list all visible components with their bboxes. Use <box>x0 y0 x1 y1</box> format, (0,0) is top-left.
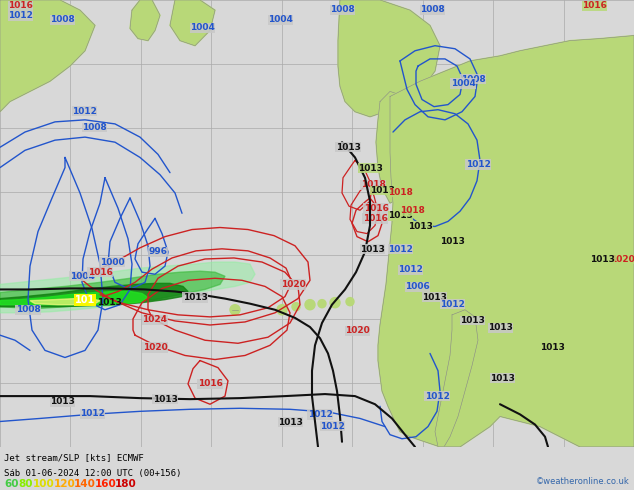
Polygon shape <box>30 298 100 305</box>
Text: Jet stream/SLP [kts] ECMWF: Jet stream/SLP [kts] ECMWF <box>4 453 144 463</box>
Text: 1020: 1020 <box>345 326 370 335</box>
Text: 120: 120 <box>54 479 75 489</box>
Text: 1013: 1013 <box>278 417 303 426</box>
Text: 1012: 1012 <box>465 160 491 169</box>
Text: 1008: 1008 <box>50 15 75 24</box>
Text: 1013: 1013 <box>335 143 361 152</box>
Text: 1008: 1008 <box>420 5 444 14</box>
Text: 1013: 1013 <box>488 323 513 332</box>
Text: 996: 996 <box>148 247 167 256</box>
Text: 1000: 1000 <box>100 258 124 267</box>
Polygon shape <box>376 92 420 203</box>
Polygon shape <box>338 0 440 117</box>
Text: 1012: 1012 <box>307 410 332 419</box>
Text: 160: 160 <box>94 479 116 489</box>
Text: ©weatheronline.co.uk: ©weatheronline.co.uk <box>536 477 630 487</box>
Text: 1013: 1013 <box>422 293 447 302</box>
Text: 1012: 1012 <box>398 265 423 274</box>
Text: 1004: 1004 <box>268 15 293 24</box>
Text: 1013: 1013 <box>183 293 207 302</box>
Text: 1016: 1016 <box>8 1 33 10</box>
Text: 1012: 1012 <box>8 11 33 20</box>
Text: 1008: 1008 <box>330 5 355 14</box>
Text: 1013: 1013 <box>408 221 433 230</box>
Polygon shape <box>0 271 225 309</box>
Text: 1013: 1013 <box>50 397 75 406</box>
Text: 1012: 1012 <box>388 245 413 254</box>
Text: 1004: 1004 <box>70 272 94 281</box>
Circle shape <box>305 299 315 310</box>
Text: 1020: 1020 <box>281 280 306 289</box>
Polygon shape <box>0 283 188 307</box>
Text: 1013: 1013 <box>370 186 395 195</box>
Text: 1013: 1013 <box>460 316 485 325</box>
Text: 1004: 1004 <box>190 24 215 32</box>
Text: 1012: 1012 <box>440 300 465 309</box>
Polygon shape <box>435 310 478 447</box>
Circle shape <box>318 299 326 308</box>
Polygon shape <box>130 0 160 41</box>
Text: 1024: 1024 <box>143 316 167 324</box>
Polygon shape <box>170 0 215 46</box>
Text: 1012: 1012 <box>80 410 105 418</box>
Text: 80: 80 <box>18 479 33 489</box>
Text: 1006: 1006 <box>405 282 430 292</box>
Text: 1016: 1016 <box>363 214 387 223</box>
Text: 1013: 1013 <box>540 343 565 352</box>
Circle shape <box>230 305 240 315</box>
Text: 1018: 1018 <box>388 188 413 197</box>
Text: 1016: 1016 <box>87 268 112 277</box>
Polygon shape <box>0 292 148 305</box>
Text: 101: 101 <box>75 294 95 305</box>
Polygon shape <box>0 0 95 112</box>
Circle shape <box>346 297 354 306</box>
Text: 1018: 1018 <box>400 206 425 215</box>
Text: Sáb 01-06-2024 12:00 UTC (00+156): Sáb 01-06-2024 12:00 UTC (00+156) <box>4 469 181 478</box>
Text: 1012: 1012 <box>72 107 97 116</box>
Text: 1013: 1013 <box>388 211 413 220</box>
Circle shape <box>292 303 300 311</box>
Circle shape <box>330 297 340 308</box>
Polygon shape <box>0 262 255 313</box>
Text: 1013: 1013 <box>358 164 383 172</box>
Text: 1018: 1018 <box>361 180 385 189</box>
Text: 1013: 1013 <box>490 374 515 383</box>
Text: 100: 100 <box>33 479 55 489</box>
Text: 1013: 1013 <box>153 394 178 404</box>
Text: 1016: 1016 <box>363 204 389 213</box>
Polygon shape <box>378 36 634 447</box>
Text: 1012: 1012 <box>425 392 450 401</box>
Text: 60: 60 <box>4 479 18 489</box>
Text: 1008: 1008 <box>16 305 41 314</box>
Text: 1008: 1008 <box>461 74 486 84</box>
Text: 1013: 1013 <box>360 245 385 254</box>
Text: 1013: 1013 <box>97 298 122 307</box>
Text: 140: 140 <box>74 479 96 489</box>
Text: 1016: 1016 <box>582 1 607 10</box>
Text: 1013: 1013 <box>440 237 465 246</box>
Text: 1004: 1004 <box>451 79 476 88</box>
Text: 1020: 1020 <box>143 343 167 352</box>
Text: 1016: 1016 <box>198 379 223 389</box>
Text: 180: 180 <box>115 479 136 489</box>
Circle shape <box>277 305 287 315</box>
Text: 1020: 1020 <box>610 255 634 264</box>
Text: 1012: 1012 <box>320 421 345 431</box>
Text: 1008: 1008 <box>82 123 107 132</box>
Text: 1013: 1013 <box>590 255 615 264</box>
